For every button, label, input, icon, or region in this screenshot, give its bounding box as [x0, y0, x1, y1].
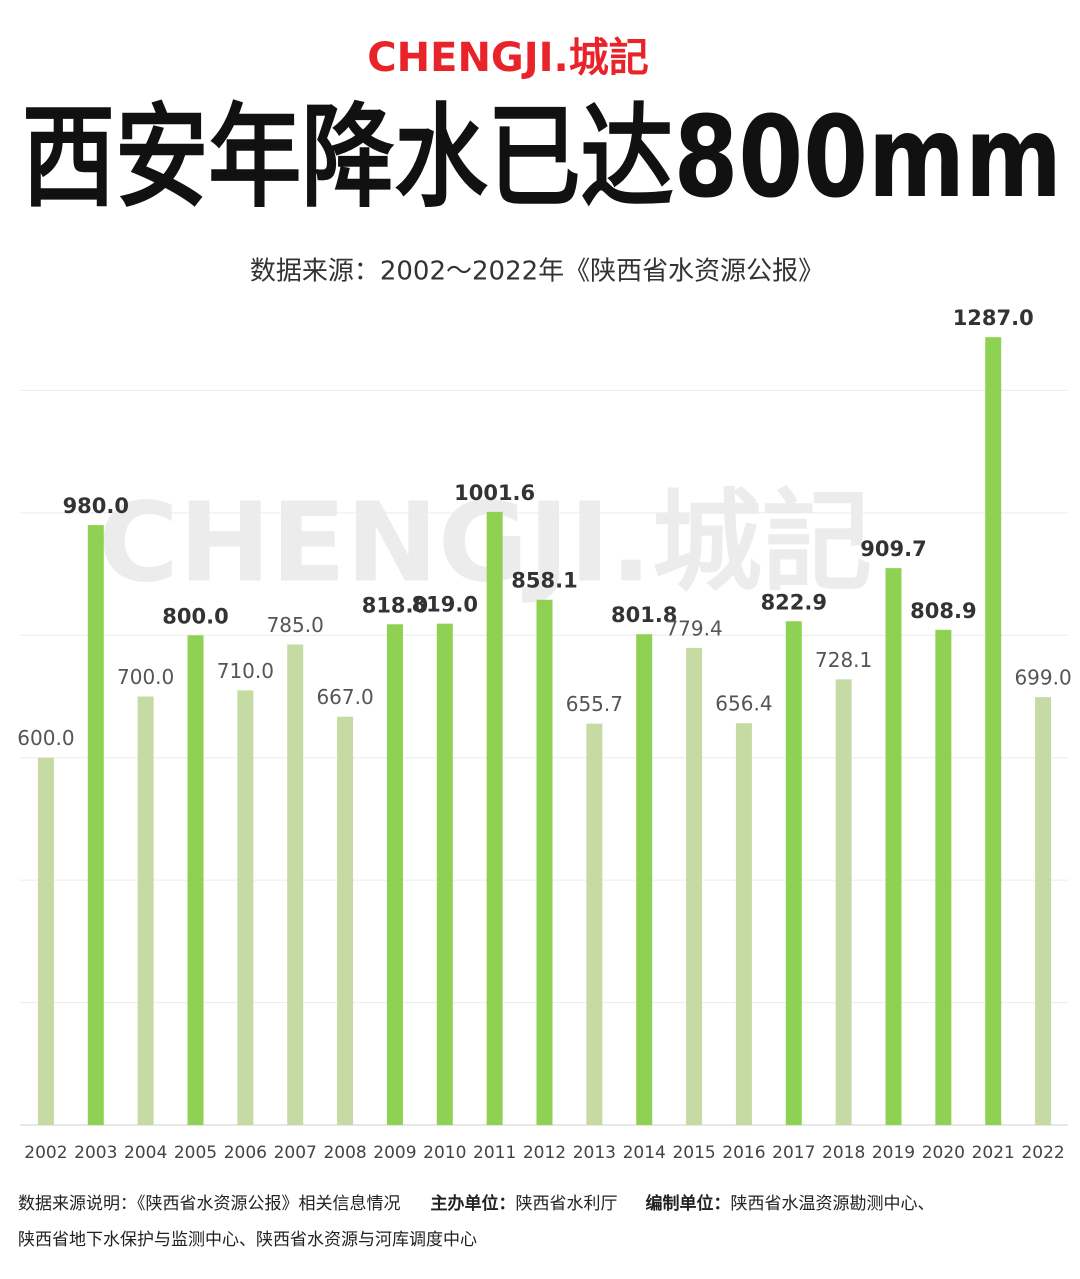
watermark: CHENGJI.城記 [98, 478, 872, 606]
footer-text: 主办单位： [431, 1193, 516, 1214]
data-label: 980.0 [63, 494, 129, 518]
bar [386, 624, 403, 1125]
bar [1035, 697, 1052, 1125]
data-label: 656.4 [715, 692, 772, 716]
x-tick-label: 2006 [224, 1143, 267, 1163]
data-label: 700.0 [117, 665, 174, 689]
data-label: 785.0 [267, 613, 324, 637]
data-label: 808.9 [910, 599, 976, 623]
bar [735, 723, 752, 1125]
bar [785, 621, 802, 1125]
bar [686, 647, 703, 1125]
data-label: 822.9 [761, 590, 827, 614]
data-label: 1001.6 [454, 481, 535, 505]
data-label: 600.0 [17, 726, 74, 750]
bar [37, 757, 54, 1125]
bar [137, 696, 154, 1125]
x-tick-label: 2017 [772, 1143, 815, 1163]
bar [835, 679, 852, 1125]
x-tick-label: 2002 [24, 1143, 67, 1163]
bar [885, 568, 902, 1125]
x-tick-label: 2018 [822, 1143, 865, 1163]
x-tick-label: 2003 [74, 1143, 117, 1163]
x-tick-label: 2019 [872, 1143, 915, 1163]
x-tick-label: 2010 [423, 1143, 466, 1163]
bar [337, 716, 354, 1125]
footer-text: 编制单位： [646, 1193, 731, 1214]
data-label: 1287.0 [953, 306, 1034, 330]
x-tick-label: 2011 [473, 1143, 516, 1163]
x-tick-label: 2005 [174, 1143, 217, 1163]
x-tick-label: 2021 [972, 1143, 1015, 1163]
x-tick-label: 2015 [672, 1143, 715, 1163]
data-label: 728.1 [815, 648, 872, 672]
footer-text: 数据来源说明：《陕西省水资源公报》相关信息情况 [18, 1194, 401, 1214]
bar [536, 599, 553, 1125]
bar [985, 337, 1002, 1126]
chart-subtitle: 数据来源：2002～2022年《陕西省水资源公报》 [250, 257, 824, 287]
bar [237, 690, 254, 1125]
data-label: 710.0 [217, 659, 274, 683]
footer-text: 陕西省地下水保护与监测中心、陕西省水资源与河库调度中心 [18, 1230, 477, 1250]
x-tick-label: 2014 [623, 1143, 666, 1163]
data-label: 909.7 [860, 537, 926, 561]
data-label: 819.0 [412, 593, 478, 617]
x-tick-label: 2007 [274, 1143, 317, 1163]
bar [187, 635, 204, 1125]
x-tick-label: 2012 [523, 1143, 566, 1163]
data-label: 699.0 [1014, 666, 1071, 690]
x-tick-label: 2009 [373, 1143, 416, 1163]
chart-title: 西安年降水已达800mm [22, 93, 1062, 223]
bar [287, 644, 304, 1125]
data-label: 801.8 [611, 603, 677, 627]
bar [87, 525, 104, 1125]
x-tick-label: 2008 [323, 1143, 366, 1163]
x-tick-label: 2016 [722, 1143, 765, 1163]
data-label: 779.4 [665, 616, 722, 640]
data-label: 667.0 [316, 685, 373, 709]
x-tick-label: 2004 [124, 1143, 167, 1163]
bar [935, 629, 952, 1125]
x-tick-label: 2020 [922, 1143, 965, 1163]
x-tick-label: 2013 [573, 1143, 616, 1163]
data-label: 800.0 [162, 604, 228, 628]
bar [636, 634, 653, 1125]
data-label: 858.1 [511, 569, 577, 593]
bar [436, 623, 453, 1125]
footer-text: 陕西省水温资源勘测中心、 [731, 1194, 935, 1214]
bar [586, 723, 603, 1125]
data-label: 818.0 [362, 593, 428, 617]
x-tick-label: 2022 [1021, 1143, 1064, 1163]
footer-text: 陕西省水利厅 [516, 1194, 618, 1214]
data-label: 655.7 [566, 692, 623, 716]
bar [486, 511, 503, 1126]
brand: CHENGJI.城記 [367, 35, 648, 81]
